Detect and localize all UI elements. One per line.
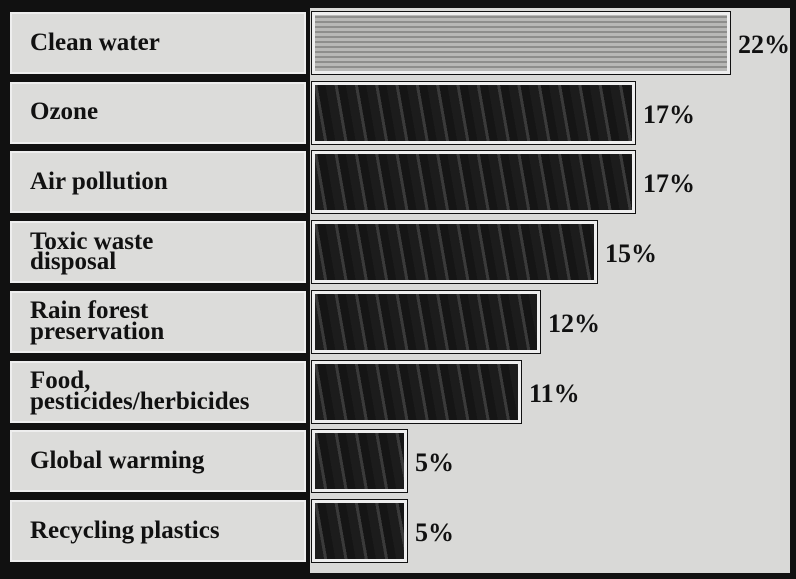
value-label: 5% xyxy=(415,518,454,548)
category-label: Rain forest preservation xyxy=(10,291,306,353)
chart: Clean water 22% Ozone 17% Air pollution 17% To… xyxy=(0,0,796,579)
bar xyxy=(312,361,521,423)
bar xyxy=(312,82,635,144)
bar xyxy=(312,221,597,283)
bar xyxy=(312,151,635,213)
category-label: Global warming xyxy=(10,430,306,492)
value-label: 22% xyxy=(738,30,790,60)
value-label: 11% xyxy=(529,379,580,409)
value-label: 12% xyxy=(548,309,600,339)
category-label: Clean water xyxy=(10,12,306,74)
value-label: 17% xyxy=(643,169,695,199)
value-label: 5% xyxy=(415,448,454,478)
value-label: 15% xyxy=(605,239,657,269)
category-label: Toxic waste disposal xyxy=(10,221,306,283)
bar xyxy=(312,500,407,562)
category-label: Food, pesticides/herbicides xyxy=(10,361,306,423)
category-label: Ozone xyxy=(10,82,306,144)
category-label: Air pollution xyxy=(10,151,306,213)
bar xyxy=(312,430,407,492)
bar xyxy=(312,291,540,353)
value-label: 17% xyxy=(643,100,695,130)
category-label: Recycling plastics xyxy=(10,500,306,562)
bar xyxy=(312,12,730,74)
